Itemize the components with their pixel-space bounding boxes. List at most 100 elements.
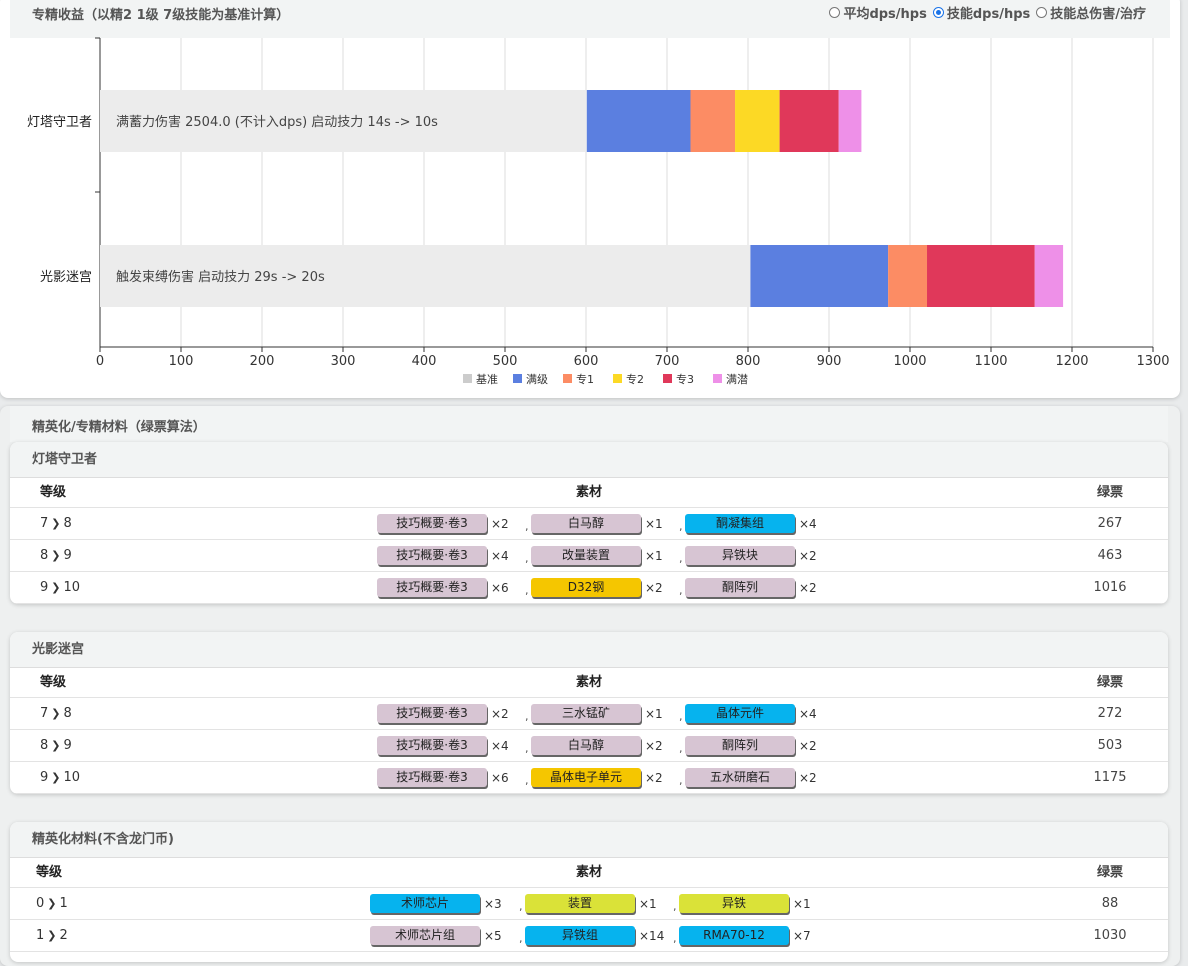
material-chip[interactable]: 术师芯片组 [370, 926, 480, 945]
x-tick-label: 700 [655, 354, 680, 369]
level-to: 10 [63, 580, 81, 595]
material-quantity: ×14 [639, 929, 665, 943]
radio-dot-icon[interactable] [1036, 7, 1048, 18]
separator: , [673, 900, 677, 913]
legend-label: 专1 [576, 372, 594, 386]
material-chip[interactable]: D32钢 [531, 578, 641, 597]
legend-label: 专3 [676, 372, 694, 386]
material-chip[interactable]: 酮凝集组 [685, 514, 795, 533]
level-cell: 7 ❯ 8 [40, 508, 72, 540]
x-tick-label: 200 [250, 354, 275, 369]
ticket-cell: 88 [1101, 896, 1119, 911]
material-chip[interactable]: 装置 [525, 894, 635, 913]
legend-label: 专2 [626, 372, 644, 386]
x-tick-label: 300 [331, 354, 356, 369]
level-header: 等级 [40, 675, 67, 690]
chevron-right-icon: ❯ [51, 707, 61, 720]
material-quantity: ×1 [645, 707, 663, 721]
ticket-cell: 267 [1097, 516, 1123, 531]
legend-swatch [563, 374, 572, 383]
material-chip[interactable]: 技巧概要·卷3 [377, 736, 487, 755]
material-chip[interactable]: 技巧概要·卷3 [377, 514, 487, 533]
level-cell: 8 ❯ 9 [40, 730, 72, 762]
legend-label: 满潜 [726, 372, 748, 386]
level-header: 等级 [40, 485, 67, 500]
table-header-row: 等级 素材 绿票 [10, 668, 1168, 698]
x-tick-label: 1000 [893, 354, 926, 369]
material-chip[interactable]: 五水研磨石 [685, 768, 795, 787]
chart-mode-radio-group: 平均dps/hps 技能dps/hps 技能总伤害/治疗 [829, 3, 1146, 22]
x-tick-label: 400 [412, 354, 437, 369]
bar-segment-专1 [690, 90, 736, 152]
material-chip[interactable]: 三水锰矿 [531, 704, 641, 723]
chart-title: 专精收益（以精2 1级 7级技能为基准计算） [32, 8, 290, 23]
level-to: 9 [63, 738, 72, 753]
level-from: 9 [40, 580, 49, 595]
level-cell: 8 ❯ 9 [40, 540, 72, 572]
material-chip[interactable]: 异铁 [679, 894, 789, 913]
chevron-right-icon: ❯ [47, 897, 57, 910]
legend-swatch [663, 374, 672, 383]
material-chip[interactable]: RMA70-12 [679, 926, 789, 945]
material-chip[interactable]: 白马醇 [531, 736, 641, 755]
legend-swatch [513, 374, 522, 383]
material-chip[interactable]: 异铁组 [525, 926, 635, 945]
skill-material-card-shadow-maze: 光影迷宫 等级 素材 绿票 7 ❯ 8 技巧概要·卷3 ×2, 三水锰矿 ×1, 晶体元件 ×4 272 8… [10, 632, 1168, 794]
skill-name-title: 灯塔守卫者 [10, 442, 1168, 478]
level-header: 等级 [36, 865, 63, 880]
separator: , [679, 774, 683, 787]
material-quantity: ×1 [639, 897, 657, 911]
chevron-right-icon: ❯ [51, 549, 61, 562]
radio-skill-dps[interactable]: 技能dps/hps [932, 3, 1030, 22]
material-quantity: ×4 [491, 549, 509, 563]
bar-annotation: 满蓄力伤害 2504.0 (不计入dps) 启动技力 14s -> 10s [116, 114, 438, 130]
chevron-right-icon: ❯ [51, 739, 61, 752]
materials-panel-header: 精英化/专精材料（绿票算法） [10, 406, 1168, 442]
material-chip[interactable]: 技巧概要·卷3 [377, 578, 487, 597]
radio-dot-icon[interactable] [932, 7, 944, 18]
chevron-right-icon: ❯ [51, 517, 61, 530]
material-chip[interactable]: 技巧概要·卷3 [377, 704, 487, 723]
material-chip[interactable]: 酮阵列 [685, 578, 795, 597]
level-from: 8 [40, 548, 49, 563]
x-tick-label: 500 [493, 354, 518, 369]
material-header: 素材 [575, 865, 602, 880]
material-quantity: ×1 [793, 897, 811, 911]
material-chip[interactable]: 技巧概要·卷3 [377, 546, 487, 565]
level-to: 1 [59, 896, 68, 911]
table-row: 9 ❯ 10 技巧概要·卷3 ×6, D32钢 ×2, 酮阵列 ×2 1016 [10, 572, 1168, 604]
separator: , [679, 710, 683, 723]
material-chip[interactable]: 改量装置 [531, 546, 641, 565]
material-chip[interactable]: 酮阵列 [685, 736, 795, 755]
level-to: 9 [63, 548, 72, 563]
table-row: 8 ❯ 9 技巧概要·卷3 ×4, 改量装置 ×1, 异铁块 ×2 463 [10, 540, 1168, 572]
material-quantity: ×6 [491, 581, 509, 595]
material-quantity: ×2 [799, 739, 817, 753]
bar-segment-满潜 [838, 90, 862, 152]
y-category-label: 光影迷宫 [40, 270, 92, 285]
skill-material-card-lighthouse: 灯塔守卫者 等级 素材 绿票 7 ❯ 8 技巧概要·卷3 ×2, 白马醇 ×1, 酮凝集组 ×4 267 8… [10, 442, 1168, 604]
chevron-right-icon: ❯ [47, 929, 57, 942]
chevron-right-icon: ❯ [51, 581, 61, 594]
ticket-header: 绿票 [1096, 485, 1123, 500]
level-from: 0 [36, 896, 45, 911]
x-tick-label: 900 [817, 354, 842, 369]
radio-skill-total-damage[interactable]: 技能总伤害/治疗 [1036, 3, 1146, 22]
x-tick-label: 1200 [1055, 354, 1088, 369]
material-quantity: ×1 [645, 517, 663, 531]
level-from: 9 [40, 770, 49, 785]
material-chip[interactable]: 异铁块 [685, 546, 795, 565]
level-cell: 0 ❯ 1 [36, 888, 68, 920]
separator: , [525, 742, 529, 755]
radio-average-dps[interactable]: 平均dps/hps [829, 3, 927, 22]
material-chip[interactable]: 白马醇 [531, 514, 641, 533]
material-chip[interactable]: 技巧概要·卷3 [377, 768, 487, 787]
material-quantity: ×3 [484, 897, 502, 911]
material-chip[interactable]: 术师芯片 [370, 894, 480, 913]
level-to: 2 [59, 928, 68, 943]
material-quantity: ×2 [799, 549, 817, 563]
material-chip[interactable]: 晶体元件 [685, 704, 795, 723]
radio-dot-icon[interactable] [829, 7, 841, 18]
material-chip[interactable]: 晶体电子单元 [531, 768, 641, 787]
radio-label: 技能总伤害/治疗 [1050, 7, 1146, 22]
